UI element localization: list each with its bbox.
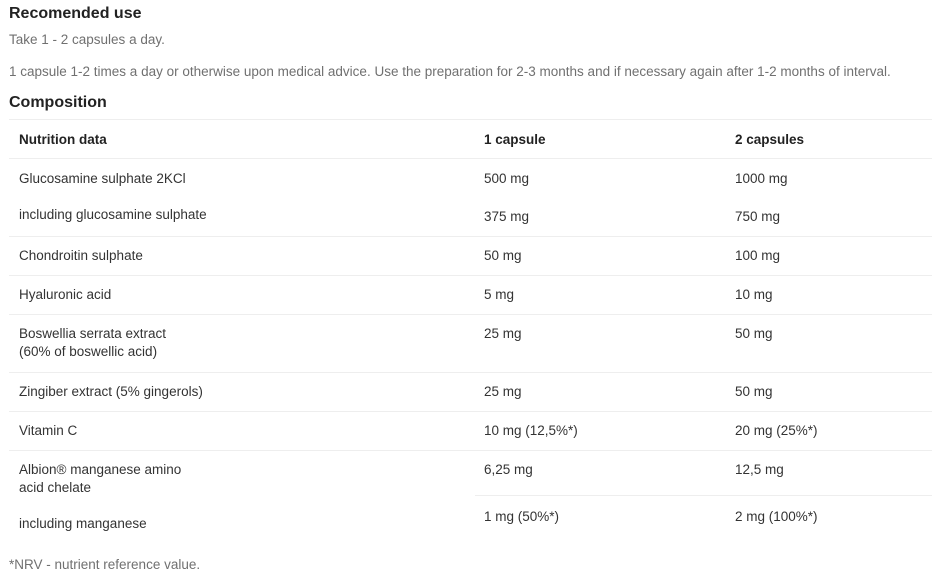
ingredient-name: including manganese	[19, 516, 147, 531]
amount-2-capsules: 50 mg	[735, 326, 773, 341]
amount-2-capsules: 20 mg (25%*)	[735, 423, 818, 438]
ingredient-name: Zingiber extract (5% gingerols)	[19, 384, 203, 399]
ingredient-name-line2: acid chelate	[19, 480, 92, 495]
composition-table: Nutrition data 1 capsule 2 capsules Gluc…	[9, 119, 932, 546]
recommended-use-heading: Recomended use	[9, 5, 142, 22]
amount-1-capsule: 25 mg	[484, 384, 522, 399]
table-row: Vitamin C 10 mg (12,5%*) 20 mg (25%*)	[9, 412, 932, 451]
amount-1-capsule: 500 mg	[484, 171, 530, 186]
ingredient-name: including glucosamine sulphate	[19, 207, 207, 222]
table-row: including glucosamine sulphate 375 mg 75…	[9, 198, 932, 237]
table-row: Hyaluronic acid 5 mg 10 mg	[9, 276, 932, 315]
ingredient-name: Glucosamine sulphate 2KCl	[19, 171, 186, 186]
table-row: Boswellia serrata extract (60% of boswel…	[9, 315, 932, 373]
amount-2-capsules: 2 mg (100%*)	[735, 509, 818, 524]
ingredient-name: Hyaluronic acid	[19, 287, 112, 302]
amount-1-capsule: 10 mg (12,5%*)	[484, 423, 578, 438]
amount-1-capsule: 5 mg	[484, 287, 515, 302]
amount-1-capsule: 1 mg (50%*)	[484, 509, 560, 524]
amount-2-capsules: 12,5 mg	[735, 462, 784, 477]
amount-1-capsule: 25 mg	[484, 326, 522, 341]
amount-1-capsule: 50 mg	[484, 248, 522, 263]
recommended-use-short: Take 1 - 2 capsules a day.	[9, 32, 165, 47]
amount-2-capsules: 750 mg	[735, 209, 781, 224]
amount-2-capsules: 10 mg	[735, 287, 773, 302]
table-row: Zingiber extract (5% gingerols) 25 mg 50…	[9, 373, 932, 412]
composition-heading: Composition	[9, 94, 107, 111]
amount-2-capsules: 50 mg	[735, 384, 773, 399]
ingredient-name: Albion® manganese amino	[19, 462, 182, 477]
recommended-use-long: 1 capsule 1-2 times a day or otherwise u…	[9, 64, 891, 79]
ingredient-name: Boswellia serrata extract	[19, 326, 167, 341]
row-divider	[475, 495, 932, 496]
table-row: Albion® manganese amino acid chelate 6,2…	[9, 451, 932, 496]
table-header-row: Nutrition data 1 capsule 2 capsules	[9, 120, 932, 159]
ingredient-name: Chondroitin sulphate	[19, 248, 143, 263]
table-row: Glucosamine sulphate 2KCl 500 mg 1000 mg	[9, 159, 932, 198]
amount-1-capsule: 375 mg	[484, 209, 530, 224]
header-2-capsules: 2 capsules	[735, 132, 805, 147]
ingredient-name-line2: (60% of boswellic acid)	[19, 344, 158, 359]
table-row: including manganese 1 mg (50%*) 2 mg (10…	[9, 496, 932, 546]
header-1-capsule: 1 capsule	[484, 132, 546, 147]
header-nutrition-data: Nutrition data	[19, 132, 107, 147]
nrv-footnote: *NRV - nutrient reference value.	[9, 557, 201, 572]
ingredient-name: Vitamin C	[19, 423, 78, 438]
amount-1-capsule: 6,25 mg	[484, 462, 533, 477]
amount-2-capsules: 1000 mg	[735, 171, 788, 186]
amount-2-capsules: 100 mg	[735, 248, 781, 263]
table-row: Chondroitin sulphate 50 mg 100 mg	[9, 237, 932, 276]
